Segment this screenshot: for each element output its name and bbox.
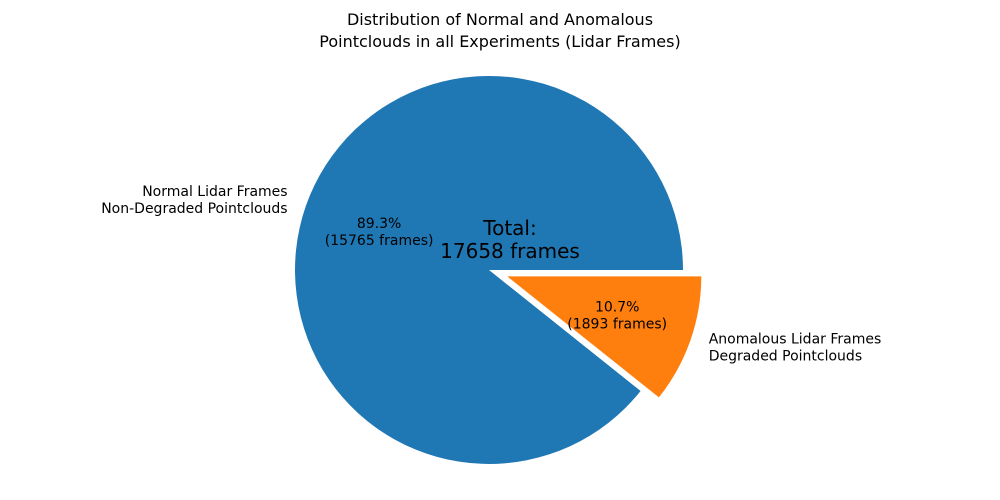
chart-title: Distribution of Normal and Anomalous Poi… (319, 10, 681, 51)
slice-label-anomalous: Anomalous Lidar Frames Degraded Pointclou… (709, 331, 882, 364)
pie-slice-anomalous (507, 276, 702, 398)
total-annotation: Total: 17658 frames (440, 216, 580, 263)
pct-label-normal: 89.3% (15765 frames) (325, 216, 434, 249)
slice-label-normal: Normal Lidar Frames Non-Degraded Pointclo… (101, 184, 287, 217)
pie-slice-normal (295, 75, 683, 464)
pct-label-anomalous: 10.7% (1893 frames) (567, 299, 667, 332)
